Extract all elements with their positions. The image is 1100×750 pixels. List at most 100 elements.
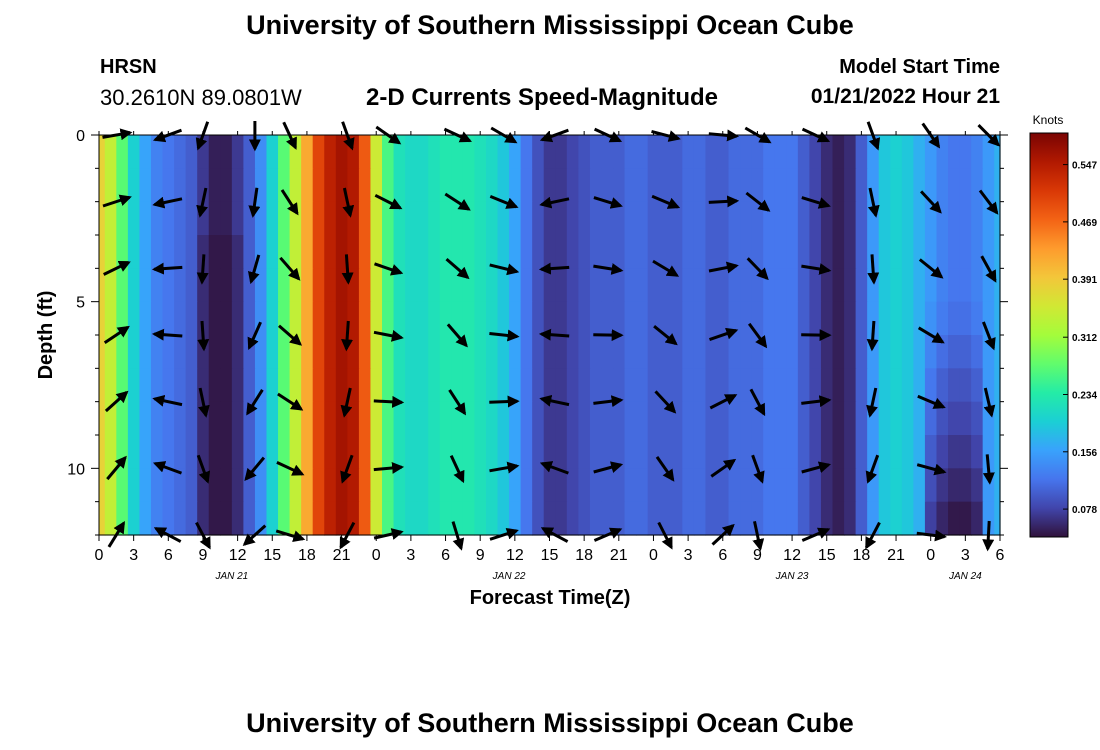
- heatmap-cell: [774, 401, 787, 436]
- heatmap-cell: [382, 135, 395, 169]
- heatmap-cell: [948, 401, 961, 436]
- heatmap-cell: [139, 335, 152, 369]
- heatmap-cell: [220, 135, 233, 169]
- heatmap-cell: [913, 335, 926, 369]
- heatmap-cell: [890, 201, 903, 236]
- heatmap-cell: [485, 168, 499, 203]
- heatmap-cell: [693, 468, 707, 503]
- heatmap-cell: [832, 301, 845, 336]
- current-vector: [247, 254, 261, 285]
- heatmap-cell: [878, 235, 891, 269]
- heatmap-cell: [462, 368, 476, 403]
- heatmap-cell: [278, 435, 291, 469]
- heatmap-cell: [705, 135, 718, 169]
- heatmap-cell: [601, 201, 614, 236]
- heatmap-cell: [855, 468, 868, 503]
- heatmap-cell: [820, 501, 834, 536]
- heatmap-cell: [358, 135, 372, 169]
- heatmap-cell: [844, 201, 857, 236]
- heatmap-cell: [278, 168, 291, 203]
- colorbar: 0.078 0.156 0.234 0.312 0.391 0.469 0.547: [1029, 132, 1097, 538]
- heatmap-cell: [844, 268, 857, 303]
- heatmap-cell: [959, 401, 972, 436]
- heatmap-cell: [439, 368, 452, 403]
- heatmap-cell: [716, 368, 730, 403]
- heatmap-cell: [751, 401, 764, 436]
- heatmap-cell: [231, 368, 244, 403]
- heatmap-cell: [867, 468, 880, 503]
- heatmap-cell: [405, 435, 418, 469]
- heatmap-cell: [231, 501, 244, 536]
- current-vector: [747, 322, 768, 349]
- heatmap-cell: [208, 368, 221, 403]
- heatmap-cell: [670, 435, 683, 469]
- heatmap-cell: [578, 268, 591, 303]
- heatmap-cell: [924, 168, 938, 203]
- heatmap-cell: [763, 468, 776, 503]
- heatmap-cell: [278, 135, 291, 169]
- heatmap-cell: [693, 335, 707, 369]
- heatmap-cell: [416, 301, 429, 336]
- heatmap-cell: [428, 301, 441, 336]
- heatmap-cell: [578, 435, 591, 469]
- heatmap-cell: [924, 301, 938, 336]
- heatmap-cell: [266, 501, 279, 536]
- heatmap-cell: [809, 435, 822, 469]
- current-vector: [198, 387, 210, 418]
- heatmap-cell: [613, 401, 626, 436]
- heatmap-cell: [659, 368, 672, 403]
- heatmap-cell: [855, 268, 868, 303]
- heatmap-cell: [347, 168, 360, 203]
- heatmap-cell: [705, 468, 718, 503]
- heatmap-cell: [428, 168, 441, 203]
- heatmap-cell: [104, 268, 117, 303]
- heatmap-cell: [901, 368, 914, 403]
- heatmap-cell: [416, 268, 429, 303]
- heatmap-cell: [104, 501, 117, 536]
- current-vector: [801, 196, 831, 209]
- heatmap-cell: [728, 201, 741, 236]
- heatmap-cell: [855, 401, 868, 436]
- heatmap-cell: [509, 301, 522, 336]
- current-vector: [489, 263, 520, 276]
- heatmap-cell: [670, 168, 683, 203]
- heatmap-cell: [185, 335, 198, 369]
- heatmap-cell: [99, 168, 106, 203]
- heatmap-cell: [982, 335, 995, 369]
- heatmap-cell: [462, 468, 476, 503]
- heatmap-cell: [485, 435, 499, 469]
- current-vector: [278, 324, 303, 346]
- heatmap-cell: [693, 201, 707, 236]
- heatmap-cell: [174, 335, 187, 369]
- heatmap-cell: [150, 168, 164, 203]
- heatmap-cell: [786, 135, 799, 169]
- heatmap-cell: [405, 501, 418, 536]
- heatmap-cell: [428, 368, 441, 403]
- heatmap-cell: [705, 335, 718, 369]
- heatmap-cell: [913, 301, 926, 336]
- heatmap-cell: [174, 468, 187, 503]
- heatmap-cell: [855, 368, 868, 403]
- x-tick-label: 3: [129, 547, 138, 564]
- heatmap-cell: [451, 368, 464, 403]
- heatmap-cell: [127, 268, 141, 303]
- heatmap-cell: [428, 335, 441, 369]
- current-vector: [103, 325, 130, 345]
- heatmap-cell: [774, 368, 787, 403]
- heatmap-cell: [901, 168, 914, 203]
- heatmap-cell: [624, 201, 637, 236]
- heatmap-cell: [994, 268, 1001, 303]
- heatmap-cell: [99, 401, 106, 436]
- heatmap-cell: [566, 168, 579, 203]
- heatmap-cell: [416, 335, 429, 369]
- heatmap-cell: [555, 501, 568, 536]
- heatmap-cell: [497, 335, 510, 369]
- heatmap-cell: [174, 301, 187, 336]
- heatmap-cell: [566, 401, 579, 436]
- heatmap-cell: [682, 168, 695, 203]
- heatmap-cell: [705, 501, 718, 536]
- heatmap-cell: [185, 135, 198, 169]
- heatmap-cell: [890, 401, 903, 436]
- heatmap-cell: [139, 135, 152, 169]
- heatmap-cell: [405, 268, 418, 303]
